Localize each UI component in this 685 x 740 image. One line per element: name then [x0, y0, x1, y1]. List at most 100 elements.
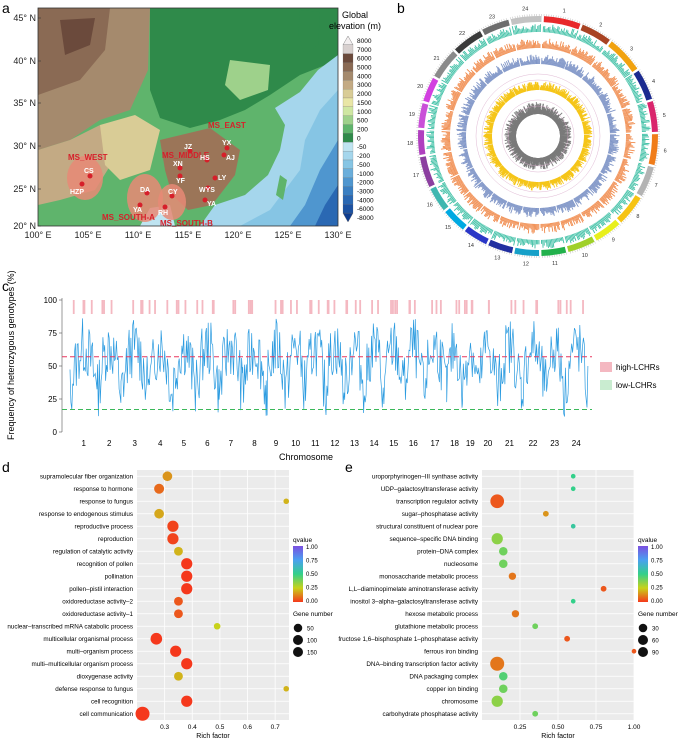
circos-track-bar: [593, 180, 601, 187]
circos-track-bar: [575, 52, 578, 57]
elevation-map: MS_WEST MS_MIDDLE MS_EAST MS_SOUTH-A MS_…: [13, 7, 381, 240]
circos-track-bar: [428, 107, 438, 111]
circos-track-bar: [503, 218, 508, 226]
circos-track-bar: [624, 118, 633, 122]
gene-number-legend-dot: [293, 635, 303, 645]
circos-track-bar: [472, 97, 476, 101]
circos-track-bar: [626, 78, 632, 82]
dotplot-category-label: glutathione metabolic process: [395, 624, 478, 631]
chromosome-tick: [648, 88, 651, 90]
circos-track-bar: [497, 196, 501, 202]
circos-track-bar: [494, 161, 501, 167]
circos-track-bar: [484, 187, 489, 191]
circos-track-bar: [580, 53, 585, 60]
chromosome-band: [418, 130, 426, 155]
circos-track-bar: [512, 47, 515, 52]
circos-track-bar: [609, 124, 617, 127]
panel-label-e: e: [345, 459, 353, 475]
circos-track-bar: [478, 182, 484, 187]
circos-track-bar: [623, 71, 630, 77]
circos-track-bar: [574, 105, 578, 109]
circos-track-bar: [596, 91, 600, 95]
circos-track-bar: [618, 67, 623, 71]
circos-track-bar: [519, 44, 522, 50]
circos-track-bar: [604, 74, 610, 80]
circos-track-bar: [520, 29, 523, 34]
manhattan-chromosome-label: 9: [274, 439, 279, 448]
circos-track-bar: [519, 179, 524, 187]
circos-track-bar: [578, 70, 585, 78]
circos-track-bar: [464, 213, 470, 220]
circos-track-bar: [479, 62, 484, 68]
circos-track-bar: [503, 199, 506, 204]
circos-track-bar: [515, 221, 518, 226]
dotplot-point: [532, 623, 539, 630]
chromosome-tick: [570, 251, 571, 254]
circos-track-bar: [577, 69, 583, 77]
circos-track-bar: [613, 87, 618, 92]
circos-track-bar: [467, 215, 472, 220]
circos-track-bar: [473, 221, 480, 229]
circos-track-bar: [556, 177, 561, 185]
circos-track-bar: [449, 164, 455, 167]
circos-track-bar: [533, 181, 535, 189]
chromosome-band: [543, 16, 581, 30]
circos-track-bar: [602, 101, 610, 106]
circos-track-bar: [494, 73, 498, 78]
circos-track-bar: [512, 44, 516, 52]
chromosome-tick: [653, 102, 656, 104]
circos-track-bar: [572, 216, 575, 221]
circos-track-bar: [463, 106, 472, 111]
chromosome-band: [482, 19, 510, 36]
circos-track-bar: [548, 223, 551, 228]
high-lchr-region: [251, 300, 254, 314]
circos-track-bar: [552, 43, 555, 50]
circos-track-bar: [606, 109, 616, 114]
circos-track-bar: [561, 60, 566, 69]
circos-track-bar: [510, 175, 515, 182]
circos-track-bar: [556, 146, 568, 153]
circos-track-bar: [491, 107, 500, 113]
circos-track-bar: [545, 181, 549, 190]
circos-track-bar: [474, 220, 479, 227]
circos-track-bar: [579, 230, 585, 240]
circos-track-bar: [638, 106, 647, 110]
circos-track-bar: [601, 100, 606, 104]
circos-track-bar: [521, 28, 524, 34]
high-lchr-region: [184, 300, 187, 314]
circos-track-bar: [472, 66, 479, 73]
gene-number-legend-label: 100: [307, 639, 318, 645]
dotplot-point: [508, 572, 517, 580]
circos-track-bar: [515, 61, 518, 68]
circos-track-bar: [484, 145, 494, 148]
circos-track-bar: [469, 194, 473, 198]
circos-track-bar: [465, 214, 471, 220]
chromosome-label: 3: [630, 47, 633, 53]
chromosome-label: 2: [599, 22, 602, 28]
circos-track-bar: [558, 91, 561, 96]
circos-track-bar: [563, 219, 566, 224]
high-lchr-region: [132, 300, 135, 314]
circos-track-bar: [559, 91, 563, 96]
circos-track-bar: [580, 74, 584, 79]
circos-track-bar: [590, 225, 596, 234]
circos-track-bar: [463, 149, 468, 152]
circos-track-bar: [461, 184, 466, 189]
manhattan-chromosome-label: 10: [291, 439, 300, 448]
chromosome-tick: [427, 186, 430, 188]
circos-track-bar: [598, 67, 605, 74]
circos-track-bar: [582, 120, 591, 125]
circos-track-bar: [509, 89, 515, 97]
circos-track-bar: [552, 179, 556, 184]
circos-track-bar: [464, 151, 468, 154]
chromosome-tick: [420, 103, 423, 105]
qvalue-legend-title: qvalue: [293, 537, 313, 544]
circos-track-bar: [457, 83, 465, 89]
chromosome-tick: [646, 187, 649, 189]
chromosome-tick: [496, 21, 498, 24]
circos-track-bar: [455, 58, 463, 66]
circos-track-bar: [458, 115, 469, 119]
high-lchr-region: [141, 300, 144, 314]
circos-track-bar: [556, 61, 559, 67]
circos-track-bar: [506, 91, 512, 99]
